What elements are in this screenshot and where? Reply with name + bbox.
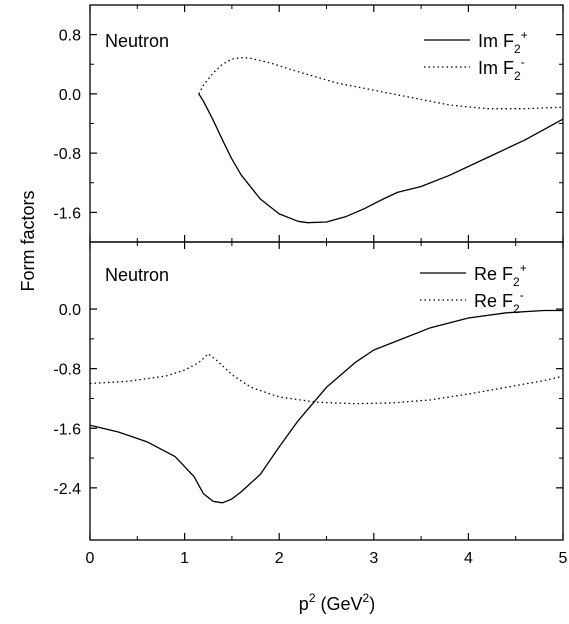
bottom-series-solid-line — [89, 309, 563, 504]
x-axis-title: p2 (GeV2) — [299, 591, 375, 614]
bottom-y-tick-label: -2.4 — [53, 481, 81, 498]
bottom-panel: Neutron Re F2+ Re F2- 0.0 -0.8 -1.6 -2.4 0 1 2… — [53, 241, 568, 567]
top-series-dotted-line — [198, 56, 564, 110]
bottom-y-tick-label: 0.0 — [59, 302, 81, 319]
bottom-panel-label: Neutron — [105, 265, 169, 285]
top-y-tick-label: 0.0 — [59, 87, 81, 104]
bottom-series-dotted-line — [89, 353, 564, 405]
top-series-solid-line — [198, 93, 564, 224]
x-axis-title-unit-close: ) — [369, 594, 375, 614]
bottom-x-tick-label: 1 — [180, 550, 189, 567]
x-axis-title-sup: 2 — [309, 591, 316, 605]
bottom-x-tick-label: 4 — [464, 550, 473, 567]
bottom-x-tick-label: 3 — [369, 550, 378, 567]
top-legend-label-dotted: Im F2- — [478, 55, 525, 83]
x-axis-title-unit-open: (GeV — [316, 594, 363, 614]
top-legend-label-solid: Im F2+ — [478, 28, 528, 56]
bottom-y-tick-label: -0.8 — [53, 362, 81, 379]
bottom-plot-frame — [89, 241, 564, 541]
top-y-tick-label: 0.8 — [59, 28, 81, 45]
bottom-x-tick-label: 5 — [559, 550, 568, 567]
top-panel: Neutron Im F2+ Im F2- 0.8 0.0 -0.8 -1.6 — [53, 4, 564, 243]
y-axis-title: Form factors — [18, 190, 38, 291]
bottom-x-tick-label: 2 — [275, 550, 284, 567]
bottom-legend-label-solid: Re F2+ — [474, 261, 527, 289]
bottom-legend: Re F2+ Re F2- — [420, 261, 527, 316]
bottom-y-tick-label: -1.6 — [53, 421, 81, 438]
top-y-tick-label: -0.8 — [53, 146, 81, 163]
x-axis-title-unit-sup: 2 — [363, 591, 370, 605]
x-axis-title-base: p — [299, 594, 309, 614]
bottom-x-tick-label: 0 — [86, 550, 95, 567]
top-legend: Im F2+ Im F2- — [424, 28, 528, 83]
top-panel-label: Neutron — [105, 31, 169, 51]
bottom-legend-label-dotted: Re F2- — [474, 288, 524, 316]
top-y-tick-label: -1.6 — [53, 205, 81, 222]
